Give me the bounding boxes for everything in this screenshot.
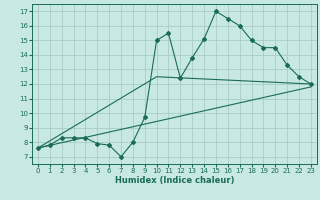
X-axis label: Humidex (Indice chaleur): Humidex (Indice chaleur) — [115, 176, 234, 185]
